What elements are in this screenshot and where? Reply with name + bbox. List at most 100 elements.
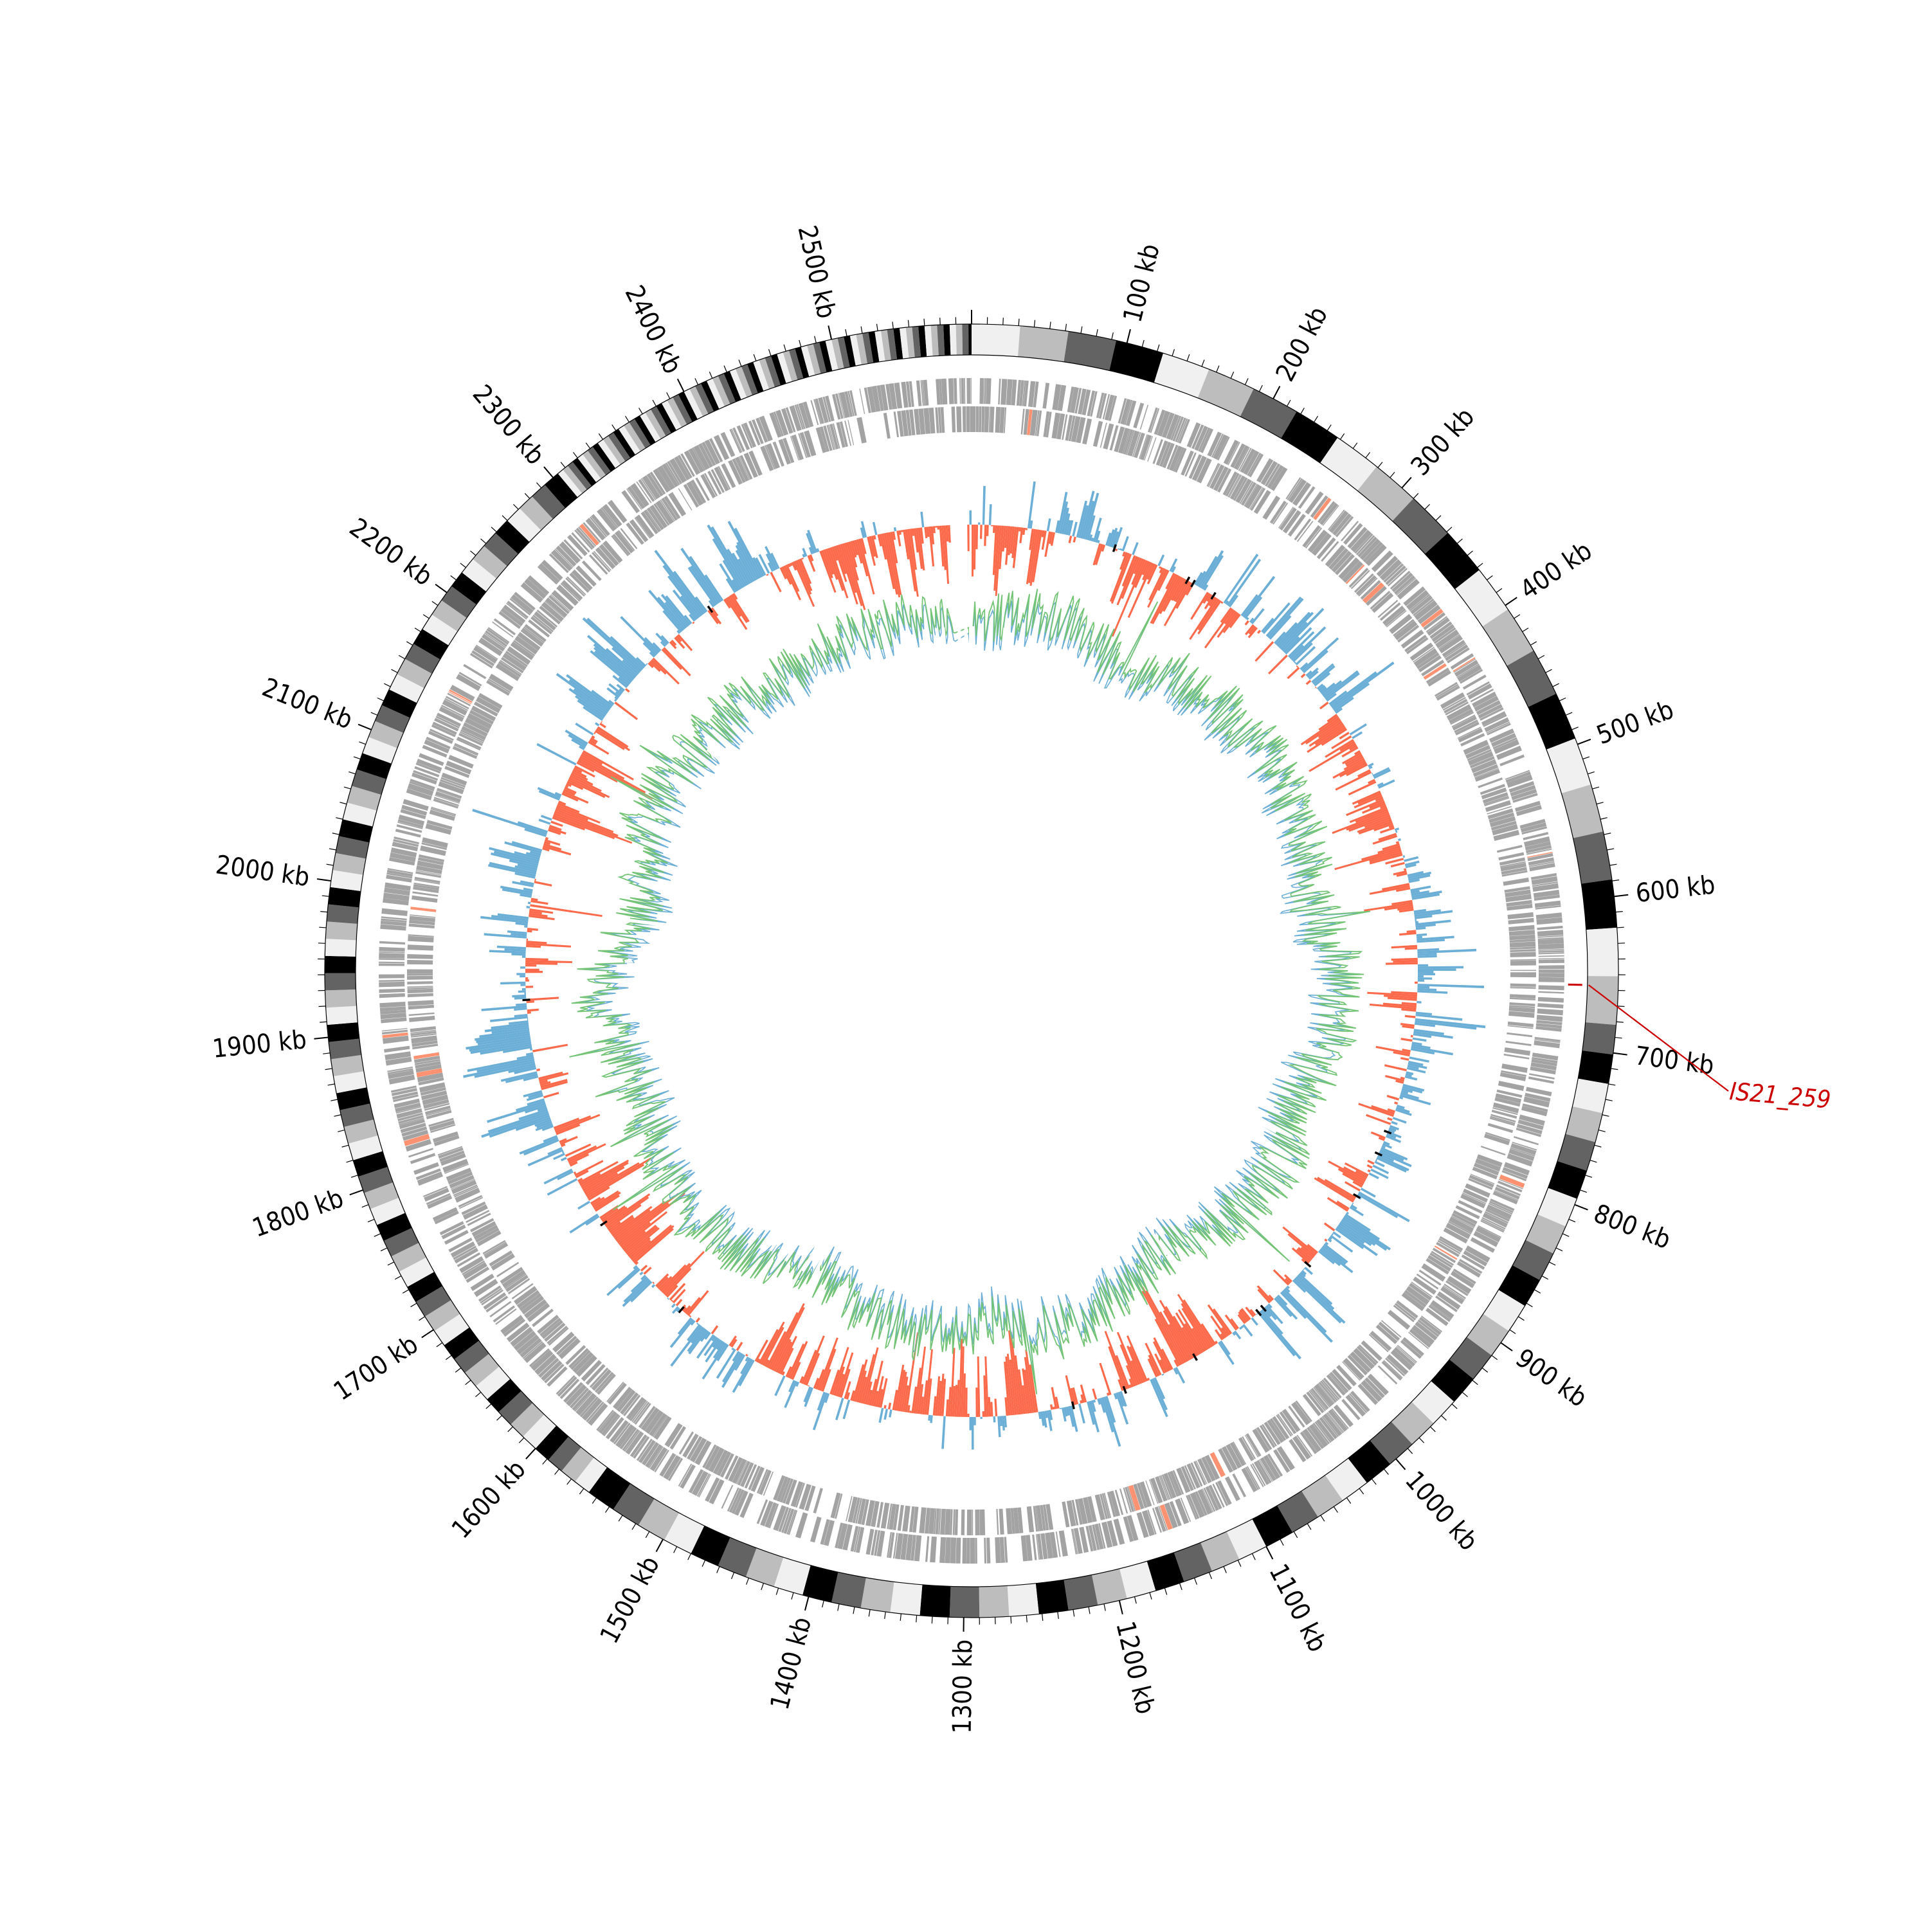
gene-feature [1488, 1123, 1514, 1133]
minor-tick [1492, 1355, 1498, 1360]
gene-feature [1510, 972, 1536, 977]
gene-feature [407, 974, 433, 976]
minor-tick [646, 1531, 649, 1538]
skew-negative [1092, 1389, 1097, 1400]
skew-positive [670, 1325, 702, 1366]
minor-tick [325, 1069, 332, 1070]
gene-feature [407, 954, 433, 959]
minor-tick [446, 1355, 451, 1360]
minor-tick [1157, 345, 1159, 352]
minor-tick [1245, 378, 1248, 384]
gene-feature [975, 1538, 977, 1564]
gene-feature [1539, 965, 1564, 969]
skew-positive [1418, 975, 1424, 978]
skew-negative [1373, 835, 1398, 845]
gene-feature [1027, 1506, 1035, 1533]
skew-positive [1303, 1268, 1305, 1270]
skew-positive [774, 1375, 785, 1396]
tick-label: 100 kb [1118, 241, 1165, 325]
gene-feature [966, 406, 970, 432]
skew-negative [1348, 781, 1377, 796]
minor-tick [1611, 1069, 1618, 1070]
minor-tick [486, 1404, 491, 1409]
gene-feature [1539, 955, 1564, 957]
tick-label: 600 kb [1634, 870, 1716, 908]
minor-tick [497, 1416, 502, 1421]
minor-tick [1327, 425, 1331, 431]
minor-tick [406, 642, 413, 646]
skew-negative [1366, 1114, 1391, 1125]
minor-tick [1612, 880, 1619, 881]
skew-positive [1047, 518, 1051, 531]
skew-negative [711, 1325, 718, 1334]
gene-feature [940, 1509, 946, 1535]
skew-negative [1327, 1197, 1348, 1212]
skew-positive [1118, 548, 1120, 550]
gene-feature [1537, 1009, 1564, 1016]
skew-positive [577, 1201, 590, 1210]
skew-negative [527, 1009, 539, 1012]
minor-tick [1164, 1588, 1166, 1594]
gene-feature [1510, 952, 1536, 957]
skew-negative [554, 813, 632, 844]
minor-tick [1042, 1614, 1043, 1621]
minor-tick [626, 416, 629, 422]
skew-negative [901, 530, 903, 532]
gene-feature [1510, 949, 1535, 952]
tick-label: 1400 kb [765, 1614, 817, 1713]
gene-feature [381, 908, 408, 916]
gene-feature [955, 1538, 961, 1564]
skew-positive [541, 815, 552, 820]
skew-negative [615, 701, 638, 720]
minor-tick [1180, 1584, 1182, 1590]
skew-positive [651, 1284, 655, 1288]
skew-positive [993, 1416, 996, 1423]
skew-negative [1301, 673, 1306, 678]
minor-tick [1538, 655, 1544, 658]
skew-positive [1391, 1121, 1397, 1126]
ideogram-band [1581, 880, 1617, 930]
major-tick [526, 1449, 536, 1459]
minor-tick [1610, 864, 1617, 865]
minor-tick [924, 319, 925, 326]
skew-negative [770, 572, 781, 592]
skew-negative [530, 900, 548, 905]
skew-positive [526, 906, 530, 908]
skew-positive [1312, 665, 1335, 685]
minor-tick [1252, 1553, 1255, 1560]
minor-tick [342, 1145, 349, 1147]
gene-feature [961, 1510, 965, 1535]
minor-tick [619, 1515, 622, 1521]
skew-negative [991, 525, 993, 527]
minor-tick [1604, 833, 1611, 835]
skew-positive [524, 925, 528, 928]
minor-tick [702, 1560, 705, 1567]
skew-negative [1189, 598, 1218, 640]
gene-feature [810, 1517, 822, 1542]
skew-positive [544, 1169, 573, 1185]
skew-negative [1099, 1363, 1111, 1395]
skew-positive [639, 1272, 643, 1276]
minor-tick [1238, 1560, 1241, 1567]
skew-negative [1394, 1101, 1398, 1105]
minor-tick [1224, 1566, 1226, 1573]
skew-negative [1315, 687, 1317, 689]
minor-tick [1478, 563, 1483, 568]
major-tick [1575, 1205, 1588, 1210]
minor-tick [362, 1205, 368, 1207]
minor-tick [1050, 321, 1051, 329]
minor-tick [470, 551, 475, 555]
minor-tick [1606, 1099, 1613, 1101]
minor-tick [432, 601, 438, 605]
minor-tick [368, 1219, 374, 1222]
minor-tick [776, 1588, 778, 1594]
skew-negative [543, 1092, 559, 1098]
major-tick [657, 1539, 663, 1551]
skew-positive [561, 1157, 567, 1161]
minor-tick [1467, 551, 1472, 555]
skew-positive [518, 990, 526, 993]
minor-tick [491, 527, 496, 532]
tick-label: 1600 kb [446, 1455, 532, 1544]
contig-gap [1148, 1227, 1168, 1254]
